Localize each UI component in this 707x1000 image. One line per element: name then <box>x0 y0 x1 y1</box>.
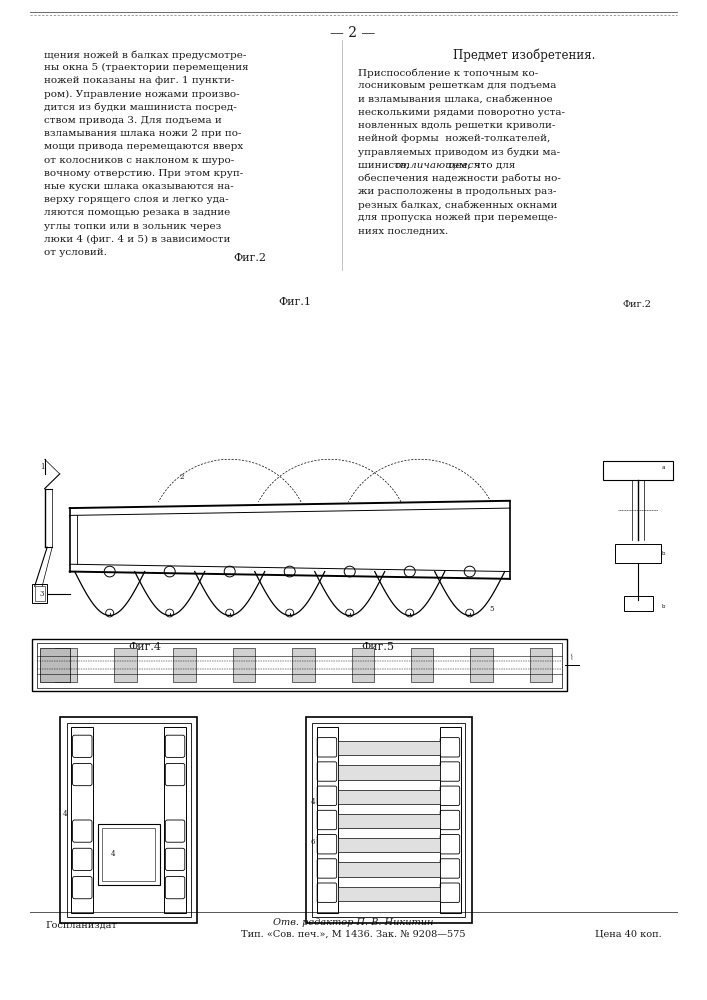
Text: — 2 —: — 2 — <box>330 26 375 40</box>
Bar <box>35 586 45 601</box>
Bar <box>338 887 440 901</box>
Bar <box>173 648 196 682</box>
Text: /: / <box>570 654 574 660</box>
Text: Тип. «Сов. печ.», М 1436. Зак. № 9208—575: Тип. «Сов. печ.», М 1436. Зак. № 9208—57… <box>241 930 465 939</box>
Bar <box>411 648 433 682</box>
Bar <box>164 727 186 913</box>
Text: отличающееся: отличающееся <box>395 160 481 169</box>
Bar <box>338 838 440 852</box>
Bar <box>317 727 338 913</box>
Bar <box>338 862 440 877</box>
Bar <box>530 648 552 682</box>
Text: шиниста,: шиниста, <box>358 160 412 169</box>
Text: Фиг.2: Фиг.2 <box>233 253 267 263</box>
Text: ством привода 3. Для подъема и: ством привода 3. Для подъема и <box>44 116 222 125</box>
Text: Приспособление к топочным ко-: Приспособление к топочным ко- <box>358 68 538 78</box>
Text: 1: 1 <box>40 463 45 471</box>
Text: взламывания шлака ножи 2 при по-: взламывания шлака ножи 2 при по- <box>44 129 242 138</box>
Bar <box>114 648 136 682</box>
Text: ножей показаны на фиг. 1 пункти-: ножей показаны на фиг. 1 пункти- <box>44 76 235 85</box>
Text: для пропуска ножей при перемеще-: для пропуска ножей при перемеще- <box>358 213 557 222</box>
Text: 2: 2 <box>180 473 185 481</box>
Text: ляются помощью резака в задние: ляются помощью резака в задние <box>44 208 230 217</box>
Text: Цена 40 коп.: Цена 40 коп. <box>595 930 662 939</box>
Text: новленных вдоль решетки криволи-: новленных вдоль решетки криволи- <box>358 121 556 130</box>
Bar <box>40 648 70 682</box>
Bar <box>98 824 160 885</box>
Text: Госпланиздат: Госпланиздат <box>45 921 117 930</box>
Text: Фиг.4: Фиг.4 <box>129 642 161 652</box>
Bar <box>33 639 567 691</box>
Text: 4: 4 <box>111 850 115 858</box>
Text: a: a <box>661 465 665 470</box>
Bar <box>470 648 493 682</box>
Text: от условий.: от условий. <box>44 248 107 257</box>
Bar <box>71 727 93 913</box>
Text: ны окна 5 (траектории перемещения: ны окна 5 (траектории перемещения <box>44 63 249 72</box>
Text: дится из будки машиниста посред-: дится из будки машиниста посред- <box>44 103 237 112</box>
Bar <box>233 648 255 682</box>
Text: 5: 5 <box>490 605 494 613</box>
Text: люки 4 (фиг. 4 и 5) в зависимости: люки 4 (фиг. 4 и 5) в зависимости <box>44 235 230 244</box>
Text: b: b <box>661 551 665 556</box>
Bar <box>33 584 47 603</box>
Text: Фиг.2: Фиг.2 <box>622 300 651 309</box>
Text: Фиг.5: Фиг.5 <box>361 642 395 652</box>
Text: лосниковым решеткам для подъема: лосниковым решеткам для подъема <box>358 81 556 90</box>
Bar <box>103 828 156 881</box>
Bar <box>338 765 440 780</box>
Text: обеспечения надежности работы но-: обеспечения надежности работы но- <box>358 174 561 183</box>
Bar <box>338 790 440 804</box>
Text: несколькими рядами поворотно уста-: несколькими рядами поворотно уста- <box>358 108 565 117</box>
Bar <box>624 596 653 611</box>
Text: 6: 6 <box>310 838 315 846</box>
Text: углы топки или в зольник через: углы топки или в зольник через <box>44 222 221 231</box>
Bar <box>338 814 440 828</box>
Text: Отв. редактор П. В. Никитин: Отв. редактор П. В. Никитин <box>273 918 433 927</box>
Text: от колосников с наклоном к шуро-: от колосников с наклоном к шуро- <box>44 156 234 165</box>
Bar <box>615 544 661 562</box>
Text: щения ножей в балках предусмотре-: щения ножей в балках предусмотре- <box>44 50 246 60</box>
Text: 3: 3 <box>40 590 44 598</box>
Text: верху горящего слоя и легко уда-: верху горящего слоя и легко уда- <box>44 195 228 204</box>
Text: тем, что для: тем, что для <box>444 160 515 169</box>
Text: резных балках, снабженных окнами: резных балках, снабженных окнами <box>358 200 557 210</box>
Text: ром). Управление ножами произво-: ром). Управление ножами произво- <box>44 90 240 99</box>
Text: ниях последних.: ниях последних. <box>358 226 448 235</box>
Text: нейной формы  ножей-толкателей,: нейной формы ножей-толкателей, <box>358 134 550 143</box>
Text: 4: 4 <box>62 810 67 818</box>
Text: ные куски шлака оказываются на-: ные куски шлака оказываются на- <box>44 182 234 191</box>
Bar <box>67 723 191 917</box>
Bar <box>37 643 562 688</box>
Text: Предмет изобретения.: Предмет изобретения. <box>452 49 595 62</box>
Text: мощи привода перемещаются вверх: мощи привода перемещаются вверх <box>44 142 243 151</box>
Bar <box>440 727 461 913</box>
Bar <box>351 648 374 682</box>
Text: b: b <box>661 603 665 608</box>
Text: Фиг.1: Фиг.1 <box>279 297 312 307</box>
Text: 4: 4 <box>310 798 315 806</box>
Text: вочному отверстию. При этом круп-: вочному отверстию. При этом круп- <box>44 169 243 178</box>
Bar <box>338 741 440 755</box>
Bar <box>54 648 77 682</box>
Text: управляемых приводом из будки ма-: управляемых приводом из будки ма- <box>358 147 560 157</box>
Bar <box>603 461 673 480</box>
Bar <box>292 648 315 682</box>
Text: жи расположены в продольных раз-: жи расположены в продольных раз- <box>358 187 556 196</box>
Text: и взламывания шлака, снабженное: и взламывания шлака, снабженное <box>358 94 553 103</box>
